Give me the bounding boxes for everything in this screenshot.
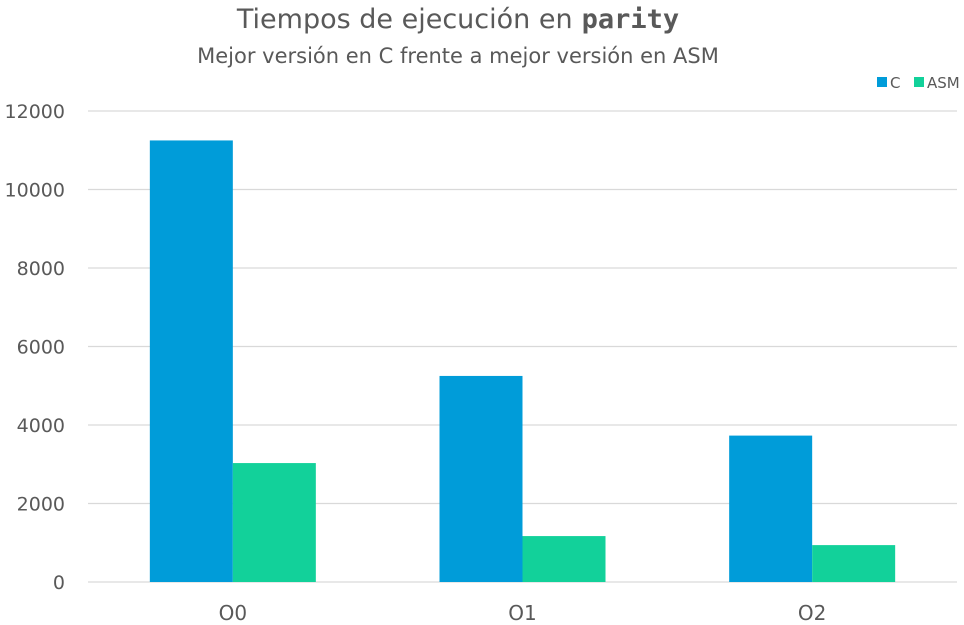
y-tick-label: 6000 — [17, 337, 65, 359]
legend: C ASM — [877, 74, 960, 92]
bars — [149, 140, 896, 582]
y-tick-label: 8000 — [17, 258, 65, 280]
y-tick-label: 0 — [53, 572, 65, 594]
chart-title-text: Tiempos de ejecución en — [236, 4, 573, 35]
bar-asm-o0 — [232, 463, 316, 582]
y-tick-label: 2000 — [17, 494, 65, 516]
bar-c-o1 — [439, 375, 523, 582]
bar-asm-o1 — [522, 536, 606, 582]
x-tick-label: O1 — [508, 601, 536, 625]
chart-title-code: parity — [582, 4, 680, 35]
x-axis-labels: O0 O1 O2 — [219, 601, 827, 625]
x-tick-label: O2 — [798, 601, 826, 625]
legend-label-c: C — [890, 74, 900, 92]
y-tick-label: 4000 — [17, 415, 65, 437]
chart-subtitle: Mejor versión en C frente a mejor versió… — [197, 44, 719, 68]
legend-swatch-asm — [914, 77, 924, 87]
x-tick-label: O0 — [219, 601, 247, 625]
bar-asm-o2 — [812, 545, 896, 582]
y-tick-label: 10000 — [5, 180, 65, 202]
legend-swatch-c — [877, 77, 887, 87]
bar-c-o0 — [149, 140, 233, 582]
legend-label-asm: ASM — [927, 74, 960, 92]
y-axis-ticks: 0 2000 4000 6000 8000 10000 12000 — [5, 101, 65, 594]
bar-c-o2 — [729, 435, 813, 582]
chart-title: Tiempos de ejecución en parity — [236, 4, 679, 35]
y-tick-label: 12000 — [5, 101, 65, 123]
